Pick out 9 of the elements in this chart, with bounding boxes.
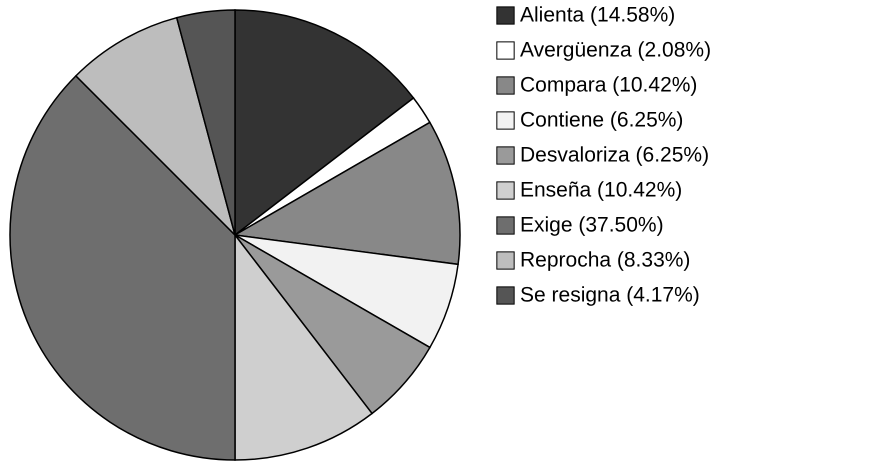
legend-label: Alienta (14.58%) [520, 4, 676, 26]
legend-label: Reprocha (8.33%) [520, 248, 690, 272]
legend-label: Avergüenza (2.08%) [520, 38, 712, 62]
legend-label: Se resigna (4.17%) [520, 284, 700, 306]
legend-label: Exige (37.50%) [520, 214, 664, 236]
legend-label: Contiene (6.25%) [520, 108, 684, 132]
legend-label: Enseña (10.42%) [520, 178, 682, 202]
legend-label: Desvaloriza (6.25%) [520, 144, 710, 166]
legend-label: Compara (10.42%) [520, 74, 698, 96]
